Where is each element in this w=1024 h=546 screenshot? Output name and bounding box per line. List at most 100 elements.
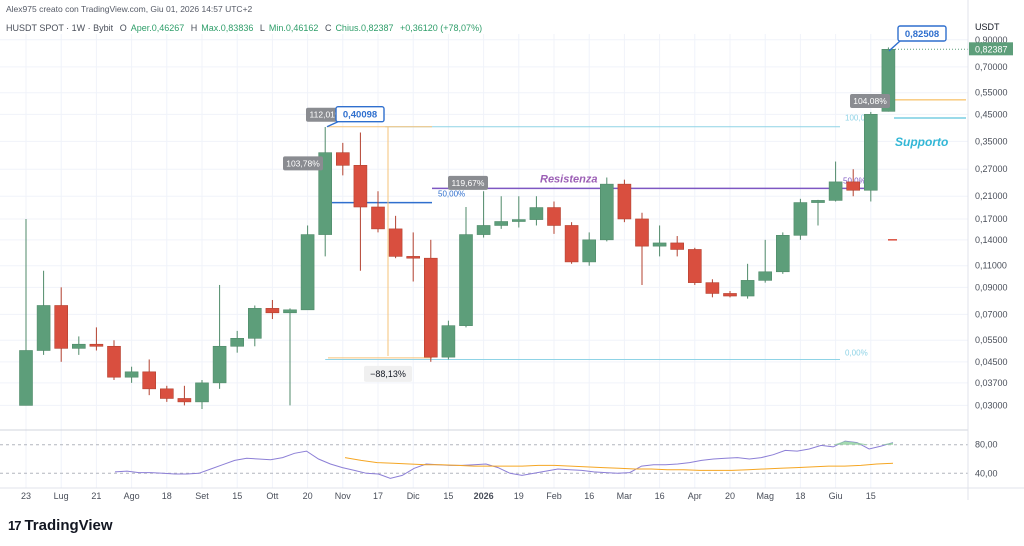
price-tag-2-box xyxy=(897,25,947,42)
symbol-name[interactable]: HUSDT SPOT · 1W · Bybit xyxy=(6,23,114,33)
candle-body xyxy=(265,308,280,314)
candle-body xyxy=(687,249,702,283)
x-tick-label: 21 xyxy=(91,491,101,501)
candle-body xyxy=(212,345,227,384)
rsi-tick-label: 40,00 xyxy=(975,468,998,478)
price-axis[interactable]: 0,90000 0,70000 0,55000 0,45000 0,35000 0,270… xyxy=(967,0,1013,500)
candle-body xyxy=(406,256,421,259)
candle-body xyxy=(494,221,509,226)
close-label: C xyxy=(324,23,332,33)
logo-mark-icon: 17 xyxy=(8,518,22,533)
x-tick-label: Mar xyxy=(617,491,633,501)
candle-body xyxy=(511,219,526,222)
low-value: Min.0,46162 xyxy=(268,23,319,33)
chart-labels: 103,78% 112,01% 119,67% 104,08% 0,40098 0,825… xyxy=(283,25,947,190)
rsi-pane: 80,00 40,00 xyxy=(0,429,998,479)
open-value: Aper.0,46267 xyxy=(130,23,185,33)
x-tick-label: Set xyxy=(195,491,209,501)
candle-body xyxy=(124,371,139,378)
y-tick-label: 0,70000 xyxy=(975,62,1008,72)
candle-body xyxy=(300,234,315,311)
x-tick-label: 18 xyxy=(162,491,172,501)
price-tag-2: 0,82508 xyxy=(905,29,939,40)
pct-badge-3-bg xyxy=(448,175,488,190)
x-tick-label: Ago xyxy=(124,491,140,501)
x-tick-label: 2026 xyxy=(474,491,494,501)
candle-body xyxy=(36,305,51,351)
x-tick-label: 20 xyxy=(725,491,735,501)
candle-body xyxy=(582,239,597,263)
candle-body xyxy=(441,325,456,358)
close-value: Chius.0,82387 xyxy=(335,23,394,33)
candle-body xyxy=(19,350,33,406)
y-tick-label: 0,90000 xyxy=(975,35,1008,45)
y-tick-label: 0,45000 xyxy=(975,109,1008,119)
price-tag-2-pointer xyxy=(888,40,901,52)
candle-body xyxy=(775,235,790,273)
time-axis[interactable]: 23 Lug 21 Ago 18 Set 15 Ott 20 Nov 17 Dic 15 2026 19 Fe… xyxy=(0,487,1024,501)
measure-label-bg xyxy=(364,365,412,382)
x-tick-label: Feb xyxy=(546,491,562,501)
axis-title: USDT xyxy=(975,22,1000,32)
candle-body xyxy=(476,225,491,235)
candle-body xyxy=(230,338,244,347)
candle-body xyxy=(758,271,773,281)
candle-body xyxy=(811,200,825,203)
rsi-tick-label: 80,00 xyxy=(975,440,998,450)
support-label: Supporto xyxy=(895,135,948,149)
candle-body xyxy=(705,282,720,294)
candle-body xyxy=(793,202,808,236)
candle-body xyxy=(617,183,632,220)
y-tick-label: 0,07000 xyxy=(975,309,1008,319)
x-tick-label: 16 xyxy=(655,491,665,501)
candle-body xyxy=(54,305,69,349)
x-tick-label: Ott xyxy=(266,491,279,501)
open-label: O xyxy=(119,23,127,33)
y-tick-label: 0,14000 xyxy=(975,235,1008,245)
price-tag-1-box xyxy=(335,106,385,123)
y-tick-label: 0,35000 xyxy=(975,136,1008,146)
candles xyxy=(19,47,897,410)
y-tick-label: 0,21000 xyxy=(975,191,1008,201)
candle-body xyxy=(248,308,262,339)
candle-body xyxy=(318,152,333,235)
pct-badge-1: 103,78% xyxy=(286,158,320,168)
candle-body xyxy=(142,371,156,390)
x-tick-label: Lug xyxy=(54,491,69,501)
x-tick-label: 19 xyxy=(514,491,524,501)
fib-50-right-label: 50,0% xyxy=(843,176,866,185)
y-tick-label: 0,03000 xyxy=(975,400,1008,410)
candle-body xyxy=(335,152,350,166)
candle-body xyxy=(635,218,649,247)
change-value: +0,36120 (+78,07%) xyxy=(400,23,483,33)
y-tick-label: 0,11000 xyxy=(975,261,1007,271)
candle-body xyxy=(740,280,755,297)
candle-body xyxy=(547,207,561,226)
tradingview-logo[interactable]: 17 TradingView xyxy=(8,517,113,534)
candle-body xyxy=(388,228,403,257)
candle-body xyxy=(828,181,843,201)
x-tick-label: Nov xyxy=(335,491,352,501)
fib-50-label: 50,00% xyxy=(438,189,465,198)
x-tick-label: Mag xyxy=(756,491,774,501)
candle-body xyxy=(599,183,614,241)
pct-badge-4: 104,08% xyxy=(853,96,887,106)
candle-body xyxy=(529,207,544,220)
rsi-overbought-fill-2 xyxy=(833,441,893,445)
low-label: L xyxy=(259,23,265,33)
last-price-bg xyxy=(969,42,1013,56)
price-tag-1-pointer xyxy=(326,121,339,128)
high-label: H xyxy=(190,23,198,33)
candle-body xyxy=(195,382,209,403)
candle-body xyxy=(283,309,297,314)
x-tick-label: 15 xyxy=(866,491,876,501)
grid xyxy=(0,34,968,488)
x-tick-label: 15 xyxy=(232,491,242,501)
pct-badge-1-bg xyxy=(283,156,323,171)
measure-label: −88,13% xyxy=(370,369,406,379)
chart-credit: Alex975 creato con TradingView.com, Giu … xyxy=(6,4,253,14)
x-tick-label: Dic xyxy=(407,491,420,501)
y-tick-label: 0,05500 xyxy=(975,335,1008,345)
pct-badge-3: 119,67% xyxy=(452,178,485,188)
